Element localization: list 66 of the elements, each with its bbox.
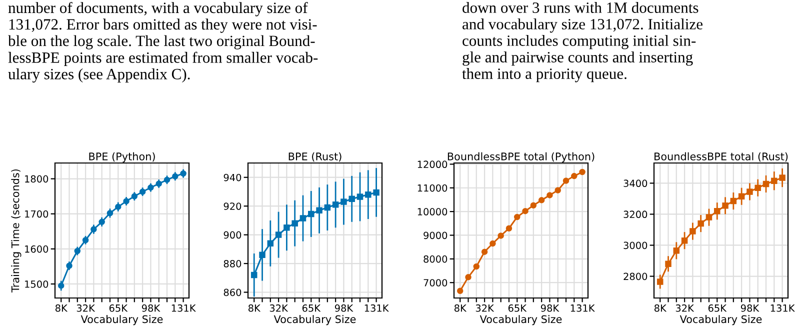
chart-title: BoundlessBPE total (Python) (448, 152, 594, 162)
y-tick-label: 1500 (25, 280, 48, 288)
point (562, 178, 570, 184)
y-tick-label: 880 (224, 260, 242, 268)
x-axis-title: Vocabulary Size (480, 315, 562, 326)
y-tick-label: 1800 (25, 175, 48, 183)
point (490, 240, 496, 247)
x-tick-label: 32K (676, 304, 694, 312)
x-axis-title: Vocabulary Size (80, 315, 163, 326)
x-tick-label: 65K (708, 304, 727, 312)
point (514, 214, 520, 220)
x-tick-label: 8K (654, 304, 667, 312)
x-tick-label: 131K (570, 304, 595, 312)
y-tick-label: 3200 (624, 210, 648, 218)
y-tick-label: 10000 (418, 208, 448, 216)
x-tick-label: 98K (740, 304, 760, 312)
point (530, 202, 537, 209)
point (579, 168, 586, 176)
y-tick-label: 7000 (424, 279, 448, 286)
point (481, 248, 488, 255)
point (546, 192, 553, 198)
x-tick-label: 65K (508, 304, 527, 312)
x-tick-label: 32K (270, 304, 288, 312)
point (538, 197, 545, 204)
y-tick-label: 860 (224, 288, 242, 296)
y-tick-label: 900 (224, 231, 242, 239)
x-tick-label: 98K (540, 304, 560, 312)
y-tick-label: 1700 (25, 210, 48, 218)
text: number of documents, with a vocabulary size of 131,072. Error bars omitted as they were not visi- ble on the log scale. The last two original Bound- lessBPE points are estimated from smaller vocab- ulary sizes (see Appendix C). (8, 2, 318, 83)
x-tick-label: 8K (454, 304, 467, 312)
x-tick-label: 98K (334, 304, 354, 312)
text: down over 3 runs with 1M documents and vocabulary size 131,072. Initialize counts includes computing initial sin- gle and pairwise counts and inserting them into a priority queue. (462, 2, 702, 82)
y-tick-label: 9000 (424, 232, 448, 240)
point (473, 263, 480, 270)
x-axis-title: Vocabulary Size (274, 315, 356, 326)
y-tick-label: 1600 (25, 245, 48, 253)
point (571, 172, 578, 180)
y-tick-label: 11000 (418, 184, 448, 192)
x-tick-label: 98K (142, 304, 160, 312)
chart-title: BPE (Python) (89, 152, 155, 162)
point (456, 288, 464, 294)
y-tick-label: 3000 (624, 242, 648, 250)
x-tick-label: 65K (302, 304, 321, 312)
x-tick-label: 131K (364, 304, 389, 312)
y-tick-label: 2800 (624, 272, 648, 280)
x-tick-label: 8K (248, 304, 261, 312)
y-tick-label: 3400 (624, 180, 648, 188)
x-tick-label: 131K (172, 304, 196, 312)
y-tick-label: 920 (224, 202, 242, 210)
x-axis-title: Vocabulary Size (680, 315, 762, 326)
point (465, 274, 472, 280)
x-tick-label: 32K (476, 304, 494, 312)
point (498, 232, 504, 239)
y-tick-label: 8000 (424, 255, 448, 263)
y-tick-label: 940 (224, 174, 242, 182)
x-tick-label: 32K (76, 304, 96, 312)
point (522, 208, 528, 214)
point (554, 187, 561, 194)
y-axis-title: Training Time (seconds) (11, 169, 22, 292)
y-tick-label: 12000 (418, 160, 448, 168)
point (506, 225, 512, 232)
chart-title: BoundlessBPE total (Rust) (654, 152, 788, 162)
x-tick-label: 131K (770, 304, 795, 312)
x-tick-label: 8K (55, 304, 68, 312)
chart-title: BPE (Rust) (288, 152, 342, 162)
x-tick-label: 65K (109, 304, 128, 312)
